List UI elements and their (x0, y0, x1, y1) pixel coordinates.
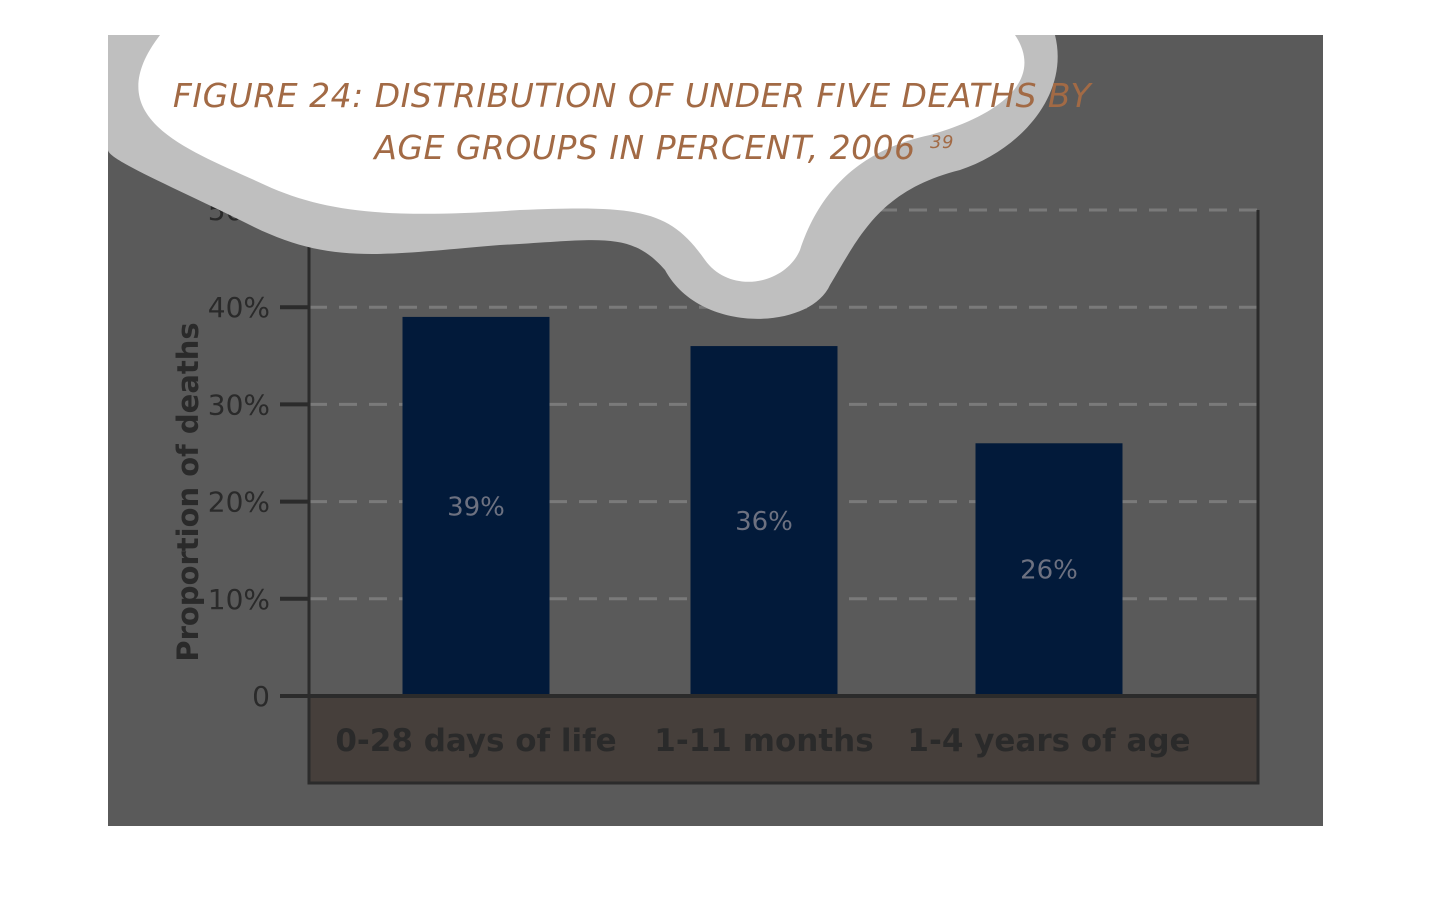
y-axis-label: Proportion of deaths (171, 322, 205, 661)
y-tick-label: 20% (208, 486, 270, 519)
title-cloud (138, 35, 1025, 282)
category-label-2: 1-11 months (654, 723, 873, 759)
category-label-1: 0-28 days of life (335, 723, 616, 759)
y-tick-label: 0 (252, 680, 270, 713)
figure-title-superscript: 39 (930, 132, 954, 153)
y-tick-label: 40% (208, 291, 270, 324)
data-labels: 39% 36% 26% (447, 492, 1078, 585)
bars (402, 316, 1123, 696)
data-label-3: 26% (1020, 556, 1078, 586)
bar-3 (975, 443, 1123, 696)
bar-1 (402, 316, 550, 696)
category-labels: 0-28 days of life 1-11 months 1-4 years of… (335, 723, 1190, 759)
figure-title-line-1: FIGURE 24: DISTRIBUTION OF UNDER FIVE DE… (173, 76, 1094, 115)
y-tick-label: 30% (208, 388, 270, 421)
bar-2 (690, 346, 838, 696)
figure-title-line-2: AGE GROUPS IN PERCENT, 2006 (372, 128, 915, 167)
category-label-3: 1-4 years of age (907, 723, 1190, 759)
y-tick-label: 10% (208, 583, 270, 616)
category-band (307, 694, 1260, 785)
axes (280, 210, 1260, 698)
data-label-2: 36% (735, 507, 793, 537)
data-label-1: 39% (447, 492, 505, 522)
